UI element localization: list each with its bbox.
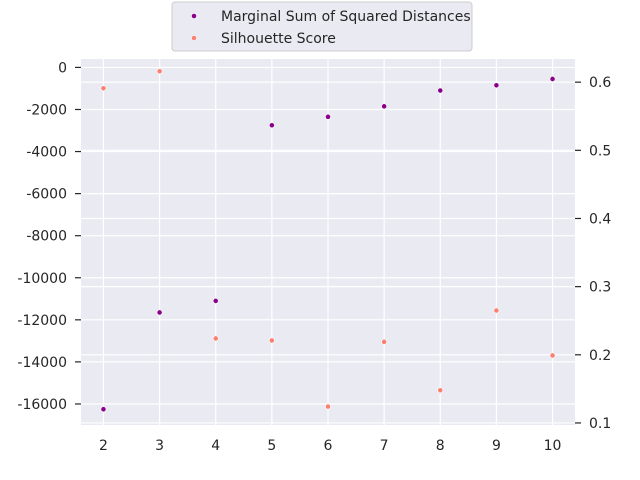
legend-marker-series-1 — [191, 35, 197, 41]
x-tick-label-6: 8 — [436, 438, 445, 454]
point-series-0-6 — [437, 87, 444, 94]
legend: Marginal Sum of Squared Distances Silhou… — [171, 1, 473, 52]
y-right-tick-label-4: 0.2 — [589, 348, 611, 364]
point-series-0-1 — [156, 309, 163, 316]
y-right-tick-label-2: 0.4 — [589, 211, 611, 227]
x-tick-label-4: 6 — [324, 438, 333, 454]
point-series-1-4 — [325, 403, 331, 410]
point-series-1-3 — [268, 337, 275, 344]
y-left-tick-label-2: -4000 — [26, 145, 67, 161]
point-series-1-6 — [437, 387, 444, 394]
y-left-tick-label-4: -8000 — [26, 229, 67, 245]
legend-label-series-0: Marginal Sum of Squared Distances — [221, 9, 471, 25]
x-tick-label-3: 5 — [267, 438, 276, 454]
y-right-axis-ticks: 0.6 0.5 0.4 0.3 0.2 0.1 — [575, 75, 611, 432]
x-tick-label-1: 3 — [155, 438, 164, 454]
y-left-tick-label-1: -2000 — [26, 102, 67, 118]
y-left-tick-label-8: -16000 — [17, 397, 67, 413]
data-points — [100, 68, 556, 413]
y-left-tick-label-0: 0 — [58, 60, 67, 76]
y-left-tick-label-6: -12000 — [17, 313, 67, 329]
grid — [81, 59, 575, 425]
point-series-0-0 — [100, 406, 107, 413]
y-right-tick-label-5: 0.1 — [589, 416, 611, 432]
point-series-1-8 — [549, 352, 556, 359]
point-series-0-2 — [212, 297, 219, 304]
y-left-tick-label-5: -10000 — [17, 271, 67, 287]
x-tick-label-7: 9 — [492, 438, 501, 454]
x-axis-ticks: 2 3 4 5 6 7 8 9 10 — [99, 438, 561, 454]
point-series-1-2 — [212, 335, 219, 342]
x-tick-label-8: 10 — [544, 438, 562, 454]
legend-box — [171, 1, 473, 52]
point-series-1-7 — [493, 307, 500, 314]
point-series-0-8 — [549, 76, 556, 82]
y-right-tick-label-0: 0.6 — [589, 75, 611, 91]
legend-label-series-1: Silhouette Score — [221, 31, 336, 47]
y-right-tick-label-3: 0.3 — [589, 280, 611, 296]
y-left-tick-label-3: -6000 — [26, 187, 67, 203]
point-series-0-4 — [325, 113, 331, 120]
point-series-0-7 — [493, 82, 500, 89]
point-series-0-3 — [268, 122, 275, 129]
x-tick-label-0: 2 — [99, 438, 108, 454]
y-left-axis-ticks: 0 -2000 -4000 -6000 -8000 -10000 -12000 -14000 -… — [17, 60, 81, 413]
x-tick-label-2: 4 — [211, 438, 220, 454]
point-series-1-0 — [100, 85, 107, 92]
y-left-tick-label-7: -14000 — [17, 355, 67, 371]
point-series-1-5 — [381, 338, 388, 345]
legend-marker-series-0 — [191, 13, 197, 19]
x-tick-label-5: 7 — [380, 438, 389, 454]
point-series-1-1 — [156, 68, 163, 75]
y-right-tick-label-1: 0.5 — [589, 143, 611, 159]
point-series-0-5 — [381, 103, 388, 110]
